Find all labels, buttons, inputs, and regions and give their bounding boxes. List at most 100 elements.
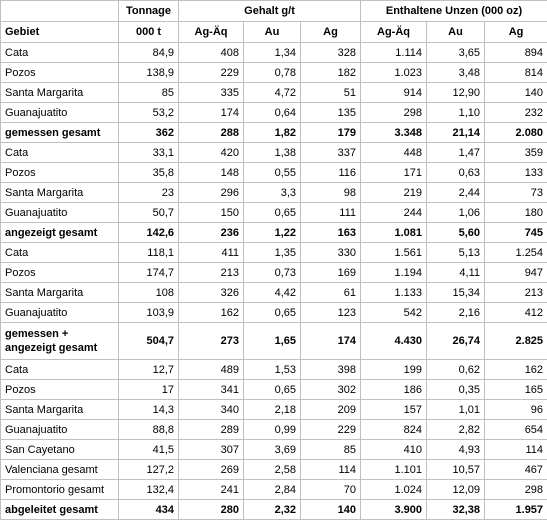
cell: 298	[361, 103, 427, 123]
cell: 51	[301, 83, 361, 103]
cell: 182	[301, 63, 361, 83]
column-header: Ag-Äq	[361, 22, 427, 43]
cell: 142,6	[119, 223, 179, 243]
cell: 0,65	[244, 203, 301, 223]
cell: 138,9	[119, 63, 179, 83]
cell: 947	[485, 263, 547, 283]
cell: 2.080	[485, 123, 547, 143]
header-group: Gehalt g/t	[179, 1, 361, 22]
cell: 412	[485, 303, 547, 323]
cell: 3.900	[361, 500, 427, 520]
cell: 1.194	[361, 263, 427, 283]
column-header: Ag	[301, 22, 361, 43]
cell: 1,10	[427, 103, 485, 123]
cell: 133	[485, 163, 547, 183]
cell: 180	[485, 203, 547, 223]
row-label: Cata	[1, 360, 119, 380]
cell: 12,09	[427, 480, 485, 500]
cell: 132,4	[119, 480, 179, 500]
header-group: Tonnage	[119, 1, 179, 22]
cell: 1.023	[361, 63, 427, 83]
cell: 824	[361, 420, 427, 440]
row-label: angezeigt gesamt	[1, 223, 119, 243]
cell: 4,42	[244, 283, 301, 303]
cell: 1.561	[361, 243, 427, 263]
cell: 21,14	[427, 123, 485, 143]
cell: 434	[119, 500, 179, 520]
cell: 0,55	[244, 163, 301, 183]
cell: 61	[301, 283, 361, 303]
cell: 337	[301, 143, 361, 163]
cell: 169	[301, 263, 361, 283]
cell: 467	[485, 460, 547, 480]
cell: 103,9	[119, 303, 179, 323]
cell: 1.254	[485, 243, 547, 263]
cell: 408	[179, 43, 244, 63]
cell: 41,5	[119, 440, 179, 460]
cell: 88,8	[119, 420, 179, 440]
cell: 280	[179, 500, 244, 520]
cell: 0,65	[244, 380, 301, 400]
cell: 894	[485, 43, 547, 63]
cell: 448	[361, 143, 427, 163]
cell: 219	[361, 183, 427, 203]
cell: 0,65	[244, 303, 301, 323]
cell: 1.024	[361, 480, 427, 500]
cell: 2,84	[244, 480, 301, 500]
cell: 140	[301, 500, 361, 520]
cell: 0,99	[244, 420, 301, 440]
row-label: Cata	[1, 143, 119, 163]
row-label: Santa Margarita	[1, 83, 119, 103]
cell: 98	[301, 183, 361, 203]
row-label: Guanajuatito	[1, 420, 119, 440]
cell: 326	[179, 283, 244, 303]
cell: 489	[179, 360, 244, 380]
cell: 50,7	[119, 203, 179, 223]
cell: 85	[301, 440, 361, 460]
cell: 1,82	[244, 123, 301, 143]
cell: 118,1	[119, 243, 179, 263]
cell: 2,16	[427, 303, 485, 323]
cell: 1,06	[427, 203, 485, 223]
row-label: Santa Margarita	[1, 283, 119, 303]
column-header: Ag-Äq	[179, 22, 244, 43]
row-label: Pozos	[1, 380, 119, 400]
cell: 111	[301, 203, 361, 223]
cell: 340	[179, 400, 244, 420]
cell: 96	[485, 400, 547, 420]
cell: 53,2	[119, 103, 179, 123]
row-label: Pozos	[1, 63, 119, 83]
cell: 1,01	[427, 400, 485, 420]
row-label: Cata	[1, 43, 119, 63]
cell: 3,69	[244, 440, 301, 460]
cell: 4,11	[427, 263, 485, 283]
cell: 174	[179, 103, 244, 123]
cell: 1.114	[361, 43, 427, 63]
cell: 116	[301, 163, 361, 183]
cell: 17	[119, 380, 179, 400]
column-header: Ag	[485, 22, 547, 43]
cell: 335	[179, 83, 244, 103]
row-label: Valenciana gesamt	[1, 460, 119, 480]
cell: 398	[301, 360, 361, 380]
row-label: Guanajuatito	[1, 303, 119, 323]
row-label: abgeleitet gesamt	[1, 500, 119, 520]
cell: 2.825	[485, 323, 547, 360]
cell: 4.430	[361, 323, 427, 360]
cell: 32,38	[427, 500, 485, 520]
